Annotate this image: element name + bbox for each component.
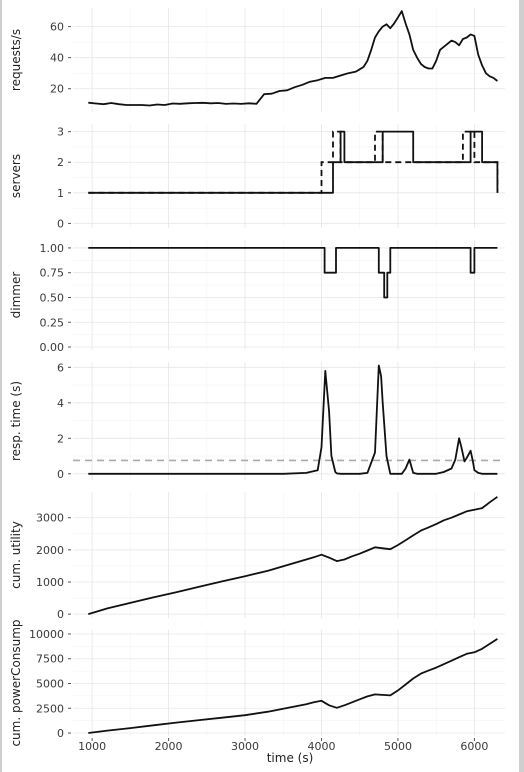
x-axis-title: time (s) — [267, 751, 314, 765]
panel-background — [73, 630, 505, 736]
left-frame-edge — [0, 0, 2, 772]
y-tick-label: 0.25 — [40, 316, 65, 329]
y-axis-title: cum. utility — [9, 521, 23, 589]
panel-background — [73, 8, 505, 112]
y-tick-label: 4 — [57, 397, 64, 410]
panel-background — [73, 492, 505, 618]
x-tick-label: 3000 — [231, 740, 259, 753]
y-axis-title: requests/s — [9, 29, 23, 91]
y-tick-label: 1000 — [36, 576, 64, 589]
y-tick-label: 0.00 — [40, 341, 65, 354]
y-tick-label: 0 — [57, 217, 64, 230]
y-tick-label: 2 — [57, 432, 64, 445]
y-tick-label: 0.75 — [40, 267, 65, 280]
x-tick-label: 2000 — [155, 740, 183, 753]
panels-group: 204060requests/s0123servers0.000.250.500… — [9, 8, 505, 753]
panel-background — [73, 124, 505, 228]
y-tick-label: 6 — [57, 361, 64, 374]
x-tick-label: 1000 — [78, 740, 106, 753]
y-tick-label: 2 — [57, 156, 64, 169]
y-axis-title: cum. powerConsump — [9, 619, 23, 746]
panel-utility: 0 1000 2000 3000 cum. utility — [9, 492, 505, 621]
panel-power: 0 2500 5000 7500 10000 cum. powerConsump — [9, 619, 505, 747]
panel-background — [73, 240, 505, 350]
y-tick-label: 60 — [50, 21, 64, 34]
series-line-dimmer — [88, 246, 498, 299]
y-tick-label: 2000 — [36, 544, 64, 557]
y-tick-label: 0 — [57, 608, 64, 621]
y-tick-label: 0.50 — [40, 291, 65, 304]
y-tick-label: 2500 — [36, 702, 64, 715]
y-tick-label: 0 — [57, 468, 64, 481]
series-line-power — [88, 638, 498, 734]
x-axis: 1000 2000 3000 4000 5000 6000 — [78, 738, 488, 753]
y-axis-title: dimmer — [9, 272, 23, 319]
y-tick-label: 20 — [50, 83, 64, 96]
series-line-utility — [88, 496, 498, 615]
y-tick-label: 3 — [57, 126, 64, 139]
panel-dimmer: 0.00 0.25 0.50 0.75 1.00 dimmer — [9, 240, 505, 354]
series-line-resp — [88, 364, 498, 475]
panel-resp: 0 2 4 6 resp. time (s) — [9, 361, 505, 481]
series-line-servers — [88, 130, 499, 194]
y-tick-label: 3000 — [36, 512, 64, 525]
y-axis-title: resp. time (s) — [9, 381, 23, 461]
y-tick-label: 1 — [57, 187, 64, 200]
y-tick-label: 0 — [57, 727, 64, 740]
x-tick-label: 6000 — [460, 740, 488, 753]
panel-requests: 20 40 60 requests/s — [9, 8, 505, 112]
y-tick-label: 40 — [50, 52, 64, 65]
y-tick-label: 10000 — [29, 628, 64, 641]
right-frame-edge — [519, 0, 524, 772]
y-axis-title: servers — [9, 154, 23, 198]
panel-servers: 0 1 2 3 servers — [9, 124, 505, 230]
x-tick-label: 5000 — [384, 740, 412, 753]
y-tick-label: 5000 — [36, 677, 64, 690]
series-line-requests — [88, 10, 498, 107]
y-tick-label: 7500 — [36, 653, 64, 666]
series-line-servers-dashed — [88, 130, 499, 194]
y-tick-label: 1.00 — [40, 242, 65, 255]
x-tick-label: 4000 — [307, 740, 335, 753]
panel-background — [73, 362, 505, 480]
